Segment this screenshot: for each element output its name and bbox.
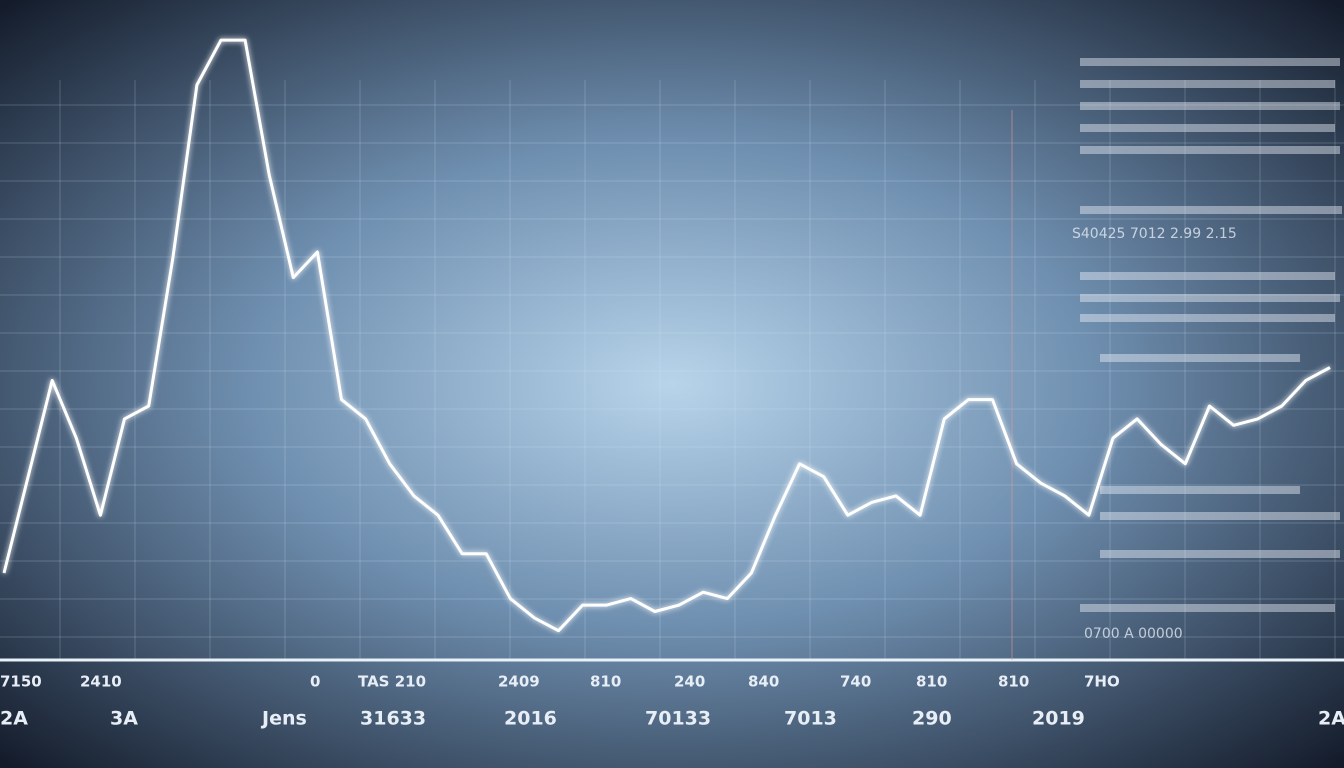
x-label: 70133	[645, 708, 711, 730]
annotation: S40425 7012 2.99 2.15	[1072, 226, 1237, 242]
x-label: 2409	[498, 673, 540, 691]
x-label: 740	[840, 673, 871, 691]
x-label: 810	[590, 673, 621, 691]
x-label: Jens	[260, 708, 307, 730]
x-label: 7HO	[1084, 673, 1120, 691]
price-line	[2, 38, 1331, 633]
x-label: 7013	[784, 708, 837, 730]
x-label: 2410	[80, 673, 122, 691]
x-label: TAS 210	[358, 673, 426, 691]
annotation: 0700 A 00000	[1084, 626, 1183, 642]
x-label: 240	[674, 673, 705, 691]
x-label: 2019	[1032, 708, 1085, 730]
side-panel	[1080, 58, 1342, 612]
x-label: 2A	[1318, 708, 1344, 730]
x-label: 840	[748, 673, 779, 691]
x-label: 0	[310, 673, 320, 691]
x-label: 290	[912, 708, 952, 730]
x-label: 810	[998, 673, 1029, 691]
x-label: 2016	[504, 708, 557, 730]
x-label: 810	[916, 673, 947, 691]
grid	[0, 80, 1344, 660]
x-label: 3A	[110, 708, 138, 730]
x-label: 2A	[0, 708, 28, 730]
x-label: 31633	[360, 708, 426, 730]
x-label: 7150	[0, 673, 42, 691]
